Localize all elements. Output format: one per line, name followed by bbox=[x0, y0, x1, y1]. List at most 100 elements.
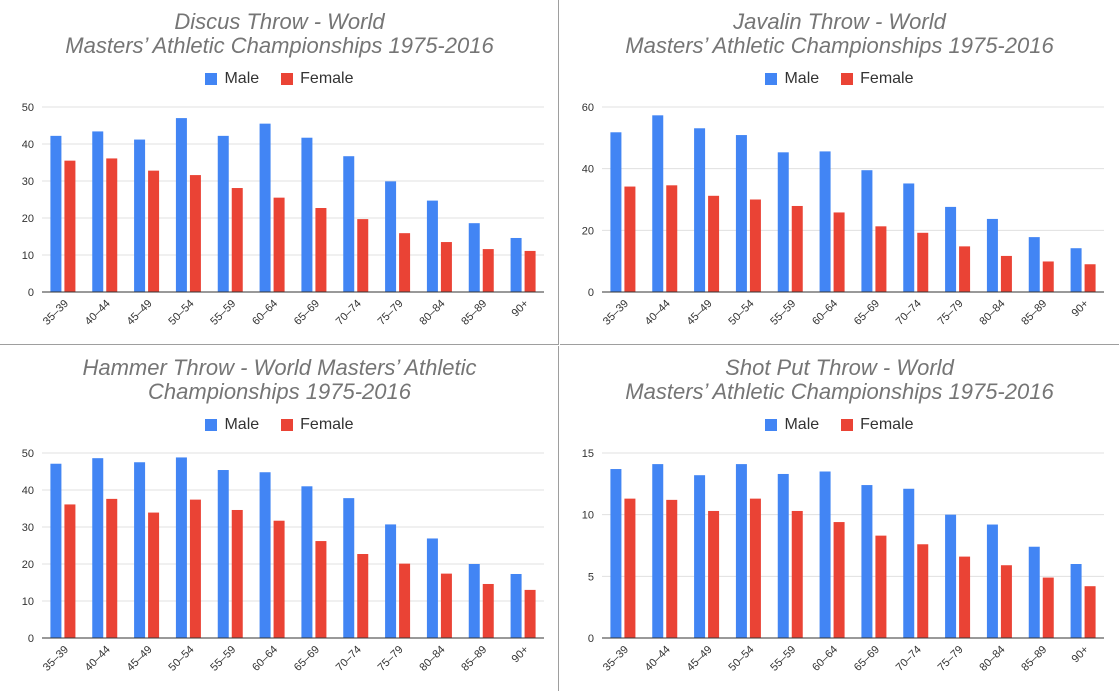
bar-female bbox=[791, 510, 803, 638]
chart-legend: Male Female bbox=[0, 415, 559, 435]
bar-male bbox=[510, 237, 522, 292]
y-tick-label: 0 bbox=[588, 633, 594, 645]
x-tick-label: 80–84 bbox=[417, 644, 447, 674]
x-tick-label: 55–59 bbox=[208, 644, 238, 674]
bar-female bbox=[64, 160, 76, 292]
chart-title-line-2: Championships 1975-2016 bbox=[148, 379, 411, 404]
x-tick-label: 70–74 bbox=[894, 298, 924, 328]
bar-female bbox=[917, 232, 929, 292]
x-tick-label: 55–59 bbox=[768, 298, 798, 328]
x-tick-label: 85–89 bbox=[459, 644, 489, 674]
legend-label-female: Female bbox=[300, 416, 354, 433]
x-tick-label: 35–39 bbox=[601, 644, 631, 674]
y-tick-label: 20 bbox=[22, 213, 34, 225]
x-tick-label: 65–69 bbox=[292, 298, 322, 328]
bar-female bbox=[189, 175, 201, 292]
bar-male bbox=[945, 514, 957, 638]
legend-swatch-female bbox=[281, 73, 294, 85]
chart-title-line-1: Shot Put Throw - World bbox=[725, 355, 954, 380]
bar-female bbox=[791, 205, 803, 292]
bar-female bbox=[624, 498, 636, 638]
bar-male bbox=[652, 115, 664, 292]
bar-female bbox=[106, 498, 118, 638]
bar-male bbox=[735, 464, 747, 638]
bar-male bbox=[694, 475, 706, 638]
bar-female bbox=[708, 510, 720, 638]
chart-title-line-2: Masters’ Athletic Championships 1975-201… bbox=[625, 379, 1054, 404]
bar-female bbox=[708, 195, 720, 292]
legend-item-male: Male bbox=[205, 69, 259, 89]
bar-male bbox=[343, 498, 355, 638]
y-tick-label: 50 bbox=[22, 102, 34, 114]
x-tick-label: 75–79 bbox=[376, 644, 406, 674]
bar-male bbox=[777, 152, 789, 292]
x-tick-label: 60–64 bbox=[250, 644, 280, 674]
x-tick-label: 45–49 bbox=[125, 644, 155, 674]
x-tick-label: 80–84 bbox=[977, 298, 1007, 328]
bar-female bbox=[959, 246, 971, 292]
bar-male bbox=[610, 469, 622, 638]
bar-female bbox=[875, 226, 887, 292]
bar-female bbox=[917, 544, 929, 638]
bar-male bbox=[861, 485, 873, 638]
bar-female bbox=[666, 185, 678, 292]
x-tick-label: 40–44 bbox=[83, 298, 113, 328]
bar-male bbox=[610, 132, 622, 292]
bar-male bbox=[652, 464, 664, 638]
x-tick-label: 65–69 bbox=[292, 644, 322, 674]
bar-female bbox=[315, 208, 327, 292]
y-tick-label: 40 bbox=[582, 164, 594, 176]
chart-title: Shot Put Throw - World Masters’ Athletic… bbox=[560, 356, 1119, 404]
bar-male bbox=[50, 463, 62, 638]
x-tick-label: 50–54 bbox=[726, 298, 756, 328]
x-tick-label: 65–69 bbox=[852, 644, 882, 674]
bar-female bbox=[189, 499, 201, 638]
x-tick-label: 45–49 bbox=[685, 644, 715, 674]
bar-male bbox=[945, 206, 957, 292]
x-tick-label: 55–59 bbox=[768, 644, 798, 674]
y-tick-label: 30 bbox=[22, 522, 34, 534]
bar-female bbox=[524, 250, 536, 292]
y-tick-label: 0 bbox=[28, 633, 34, 645]
bar-male bbox=[134, 462, 146, 638]
bar-male bbox=[92, 131, 104, 292]
x-tick-label: 90+ bbox=[510, 298, 532, 320]
legend-swatch-female bbox=[841, 419, 854, 431]
bar-female bbox=[231, 188, 243, 292]
bar-male bbox=[385, 181, 397, 292]
legend-item-female: Female bbox=[281, 415, 354, 435]
bar-male bbox=[50, 135, 62, 292]
chart-panel-hammer: Hammer Throw - World Masters’ Athletic C… bbox=[0, 346, 559, 691]
bar-male bbox=[301, 486, 313, 638]
legend-item-male: Male bbox=[765, 415, 819, 435]
bar-female bbox=[315, 541, 327, 638]
legend-label-male: Male bbox=[784, 70, 820, 87]
y-tick-label: 50 bbox=[22, 448, 34, 460]
bar-female bbox=[1000, 255, 1012, 292]
bar-male bbox=[861, 170, 873, 292]
bar-female bbox=[749, 199, 761, 292]
x-tick-label: 70–74 bbox=[894, 644, 924, 674]
x-tick-label: 75–79 bbox=[936, 298, 966, 328]
bar-male bbox=[1028, 237, 1040, 292]
x-tick-label: 60–64 bbox=[250, 298, 280, 328]
y-tick-label: 60 bbox=[582, 102, 594, 114]
chart-legend: Male Female bbox=[560, 69, 1119, 89]
chart-title-line-1: Discus Throw - World bbox=[174, 9, 385, 34]
x-tick-label: 85–89 bbox=[1019, 644, 1049, 674]
chart-plot: 0 5 10 15 35–39 40–44 45–49 50–54 55–59 60–64 65–6… bbox=[582, 448, 1104, 674]
legend-swatch-female bbox=[841, 73, 854, 85]
bar-female bbox=[624, 186, 636, 292]
bar-male bbox=[903, 488, 915, 638]
x-tick-label: 35–39 bbox=[41, 298, 71, 328]
x-tick-label: 35–39 bbox=[41, 644, 71, 674]
x-tick-label: 50–54 bbox=[166, 644, 196, 674]
bar-male bbox=[385, 524, 397, 638]
y-tick-label: 0 bbox=[588, 287, 594, 299]
bar-male bbox=[259, 123, 271, 293]
bar-male bbox=[468, 564, 480, 638]
legend-item-female: Female bbox=[841, 415, 914, 435]
bar-female bbox=[833, 522, 845, 638]
bar-male bbox=[175, 457, 187, 638]
chart-plot: 0 10 20 30 40 50 35–39 40–44 45–49 50–54 55–59 60–6… bbox=[22, 448, 544, 674]
